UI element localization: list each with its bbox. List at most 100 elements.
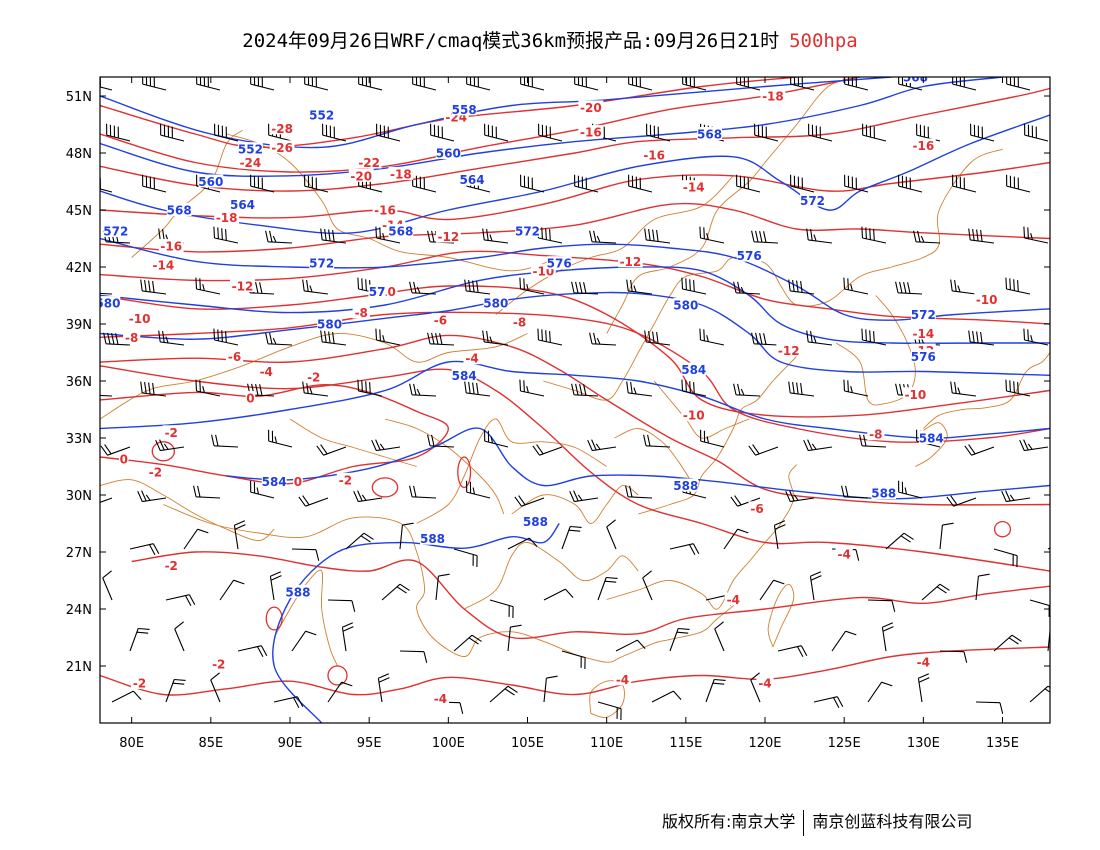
- contour-label-bg: [724, 592, 742, 606]
- height-contour: [100, 77, 1003, 177]
- boundary-line: [384, 418, 505, 515]
- contour-label: -16: [643, 148, 665, 162]
- y-tick-label: 33N: [66, 432, 92, 447]
- wind-barb: [464, 381, 491, 397]
- contour-label-bg: [309, 108, 335, 121]
- wind-barb: [520, 174, 545, 193]
- wind-barb: [736, 174, 761, 193]
- wind-barb: [759, 579, 785, 601]
- contour-label-bg: [230, 279, 255, 292]
- wind-barb: [435, 573, 450, 601]
- y-tick-label: 36N: [66, 375, 92, 390]
- wind-barb: [733, 383, 761, 397]
- wind-barb: [751, 230, 779, 244]
- wind-barb: [268, 429, 293, 448]
- contour-label: 568: [388, 224, 413, 238]
- wind-barb: [748, 444, 779, 456]
- contour-label-bg: [352, 305, 370, 319]
- contour-label: 568: [167, 204, 192, 218]
- wind-barb: [615, 639, 646, 652]
- temperature-contour: [100, 161, 1050, 221]
- wind-barb: [754, 123, 779, 142]
- y-tick-label: 51N: [66, 90, 92, 105]
- wind-barb: [412, 77, 437, 91]
- wind-barb: [1023, 226, 1049, 244]
- contour-label: 564: [460, 173, 485, 187]
- copyright-notice: 版权所有:南京大学 南京创蓝科技有限公司: [662, 808, 972, 836]
- contour-label: 588: [673, 479, 698, 493]
- contour-label: -6: [434, 314, 447, 328]
- contour-label-bg: [238, 155, 263, 169]
- contour-label-bg: [261, 474, 287, 488]
- wind-barb: [399, 522, 414, 550]
- contour-label-bg: [578, 100, 604, 114]
- contour-label-bg: [459, 172, 485, 186]
- contour-label-bg: [918, 431, 944, 444]
- wind-barb: [952, 174, 977, 193]
- contour-label-bg: [309, 256, 335, 270]
- contour-label: 0: [246, 392, 254, 406]
- contour-label: -10: [905, 388, 927, 402]
- wind-barb: [375, 226, 401, 244]
- wind-barb: [785, 490, 815, 503]
- wind-barb: [543, 675, 558, 703]
- wind-barb: [681, 379, 707, 397]
- wind-barb: [790, 77, 815, 91]
- wind-barb: [699, 328, 725, 346]
- x-tick-label: 135E: [986, 736, 1019, 751]
- wind-barb: [809, 571, 822, 601]
- contour-label: -14: [912, 327, 934, 341]
- wind-barb: [1029, 599, 1050, 617]
- contour-label-bg: [431, 691, 450, 705]
- wind-barb: [898, 174, 923, 193]
- wind-barb: [538, 123, 563, 142]
- contour-label: -14: [683, 181, 705, 195]
- wind-barb: [466, 480, 491, 499]
- contour-label: 558: [452, 103, 477, 117]
- contour-label: 560: [436, 147, 461, 161]
- wind-barb: [357, 379, 383, 397]
- wind-barb: [968, 228, 995, 244]
- wind-barb: [651, 690, 682, 703]
- contour-label: -8: [869, 428, 882, 442]
- wind-barb: [376, 123, 401, 142]
- contour-label: -16: [580, 126, 602, 140]
- wind-barb: [111, 690, 142, 703]
- x-tick-label: 90E: [278, 736, 303, 751]
- wind-barb: [831, 630, 857, 652]
- wind-barb: [669, 543, 700, 555]
- wind-barb: [399, 650, 428, 663]
- contour-label-bg: [835, 546, 853, 560]
- boundary-line: [131, 129, 243, 258]
- wind-barb: [507, 537, 538, 550]
- contour-label-bg: [736, 248, 762, 262]
- wind-barb: [790, 174, 815, 193]
- wind-barb: [106, 123, 131, 142]
- temperature-contour: [100, 77, 861, 173]
- contour-label-bg: [100, 296, 121, 310]
- wind-barb: [569, 490, 599, 503]
- contour-label: 568: [903, 71, 928, 85]
- wind-barb: [714, 621, 725, 652]
- temperature-contour-ring: [371, 477, 399, 498]
- contour-label: -12: [437, 230, 459, 244]
- wind-barb: [913, 230, 941, 244]
- wind-barb: [952, 77, 977, 91]
- wind-barb: [322, 123, 347, 142]
- contour-label-bg: [269, 121, 295, 135]
- contour-label: -18: [762, 90, 784, 104]
- contour-label: -24: [240, 156, 262, 170]
- wind-barb: [273, 696, 304, 708]
- wind-barb: [140, 279, 167, 295]
- wind-barb: [412, 174, 437, 193]
- wind-barb: [196, 77, 221, 91]
- wind-barb: [813, 696, 844, 708]
- boundary-line: [606, 77, 861, 334]
- boundary-line: [416, 418, 607, 524]
- contour-label: 580: [317, 318, 342, 332]
- boundary-line: [100, 333, 528, 420]
- wind-barb: [571, 383, 599, 397]
- wind-barb: [723, 528, 749, 550]
- wind-barb: [808, 123, 833, 142]
